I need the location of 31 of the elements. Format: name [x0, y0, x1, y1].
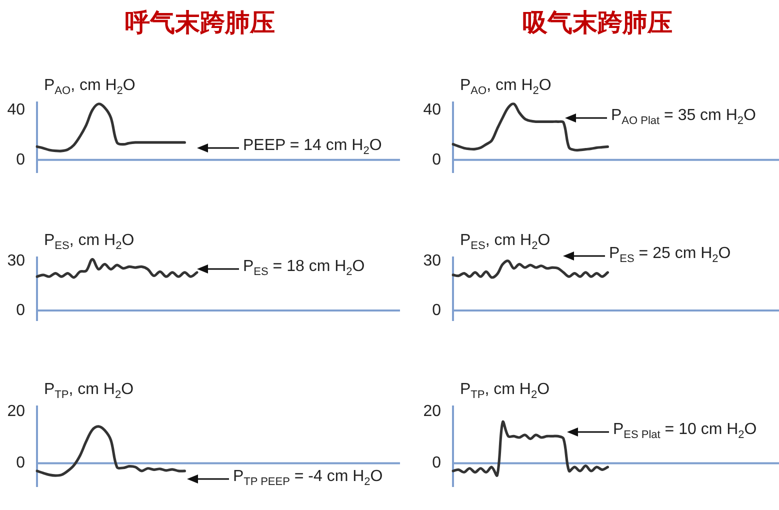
y-tick-label: 20: [423, 403, 442, 420]
y-axis-title: P$_{TP}$, cm H$_{2}$O: [44, 380, 134, 401]
y-axis-title: P$_{TP}$, cm H$_{2}$O: [460, 380, 550, 401]
y-tick-label: 0: [432, 454, 442, 472]
annotation: P$_{TP PEEP}$ = -4 cm H$_{2}$O: [233, 468, 383, 488]
annotation: P$_{ES}$ = 25 cm H$_{2}$O: [609, 244, 731, 266]
chart-title: 吸气末跨肺压: [522, 7, 674, 39]
annotation: P$_{AO Plat}$ = 35 cm H$_{2}$O: [611, 106, 756, 128]
y-tick-label: 40: [7, 101, 26, 118]
annotation: P$_{ES}$ = 18 cm H$_{2}$O: [243, 258, 365, 278]
annotation: P$_{ES Plat}$ = 10 cm H$_{2}$O: [613, 420, 757, 442]
y-axis-title: P$_{AO}$, cm H$_{2}$O: [460, 76, 552, 97]
y-tick-label: 0: [432, 302, 442, 319]
y-axis-title: P$_{AO}$, cm H$_{2}$O: [44, 76, 136, 97]
line-series: [452, 420, 610, 477]
annotation: PEEP = 14 cm H$_{2}$O: [243, 136, 382, 158]
chart-title: 呼气末跨肺压: [124, 7, 276, 39]
y-tick-label: 40: [423, 101, 442, 118]
line-series: [36, 425, 186, 477]
y-tick-label: 20: [7, 403, 26, 420]
y-tick-label: 0: [16, 151, 26, 168]
y-tick-label: 30: [7, 252, 26, 270]
y-axis-title: P$_{ES}$, cm H$_{2}$O: [460, 232, 550, 252]
line-series: [452, 102, 610, 152]
line-series: [36, 102, 186, 152]
y-tick-label: 0: [16, 454, 26, 472]
y-tick-label: 0: [432, 151, 442, 168]
y-tick-label: 0: [16, 302, 26, 319]
y-tick-label: 30: [423, 252, 442, 270]
y-axis-title: P$_{ES}$, cm H$_{2}$O: [44, 232, 134, 252]
line-series: [452, 260, 610, 279]
